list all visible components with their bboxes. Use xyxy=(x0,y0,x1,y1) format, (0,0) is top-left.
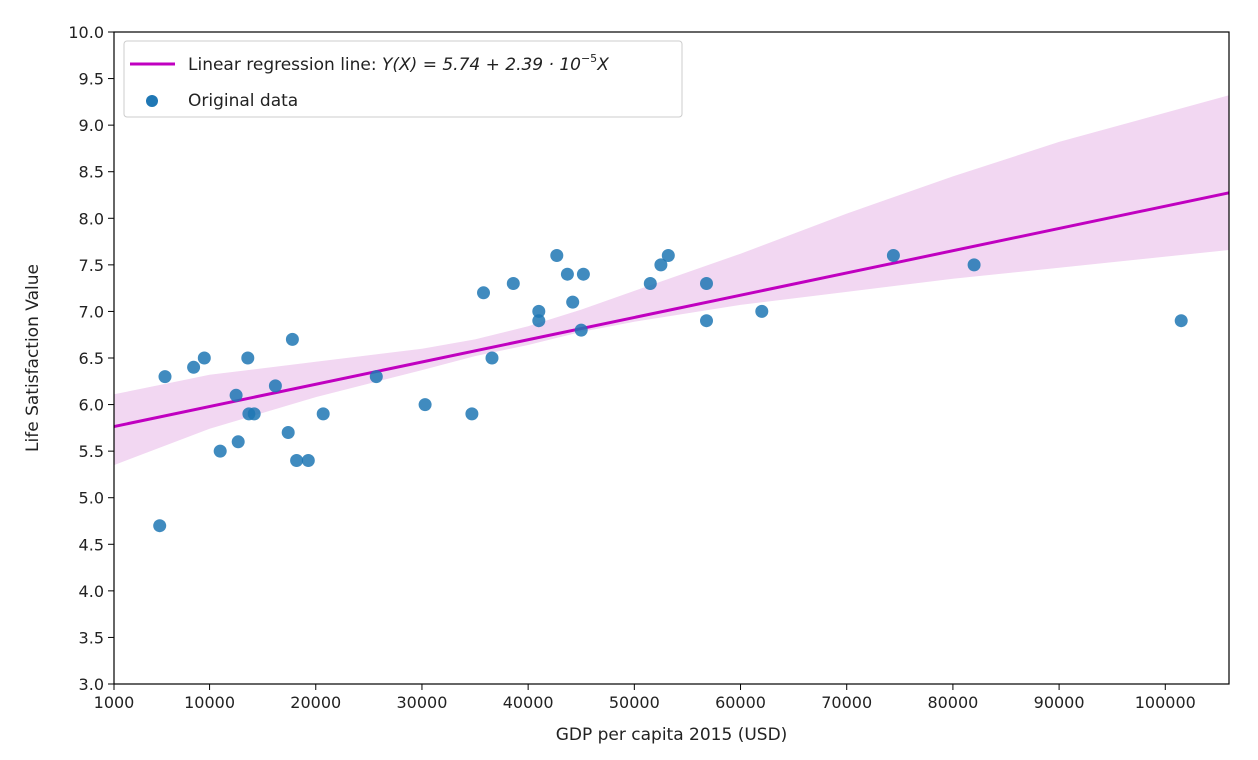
legend-regression-prefix: Linear regression line: xyxy=(188,55,382,75)
scatter-points-layer xyxy=(153,249,1188,533)
x-tick-label: 100000 xyxy=(1135,693,1196,712)
y-tick-label: 3.0 xyxy=(79,675,104,694)
y-axis-label: Life Satisfaction Value xyxy=(23,264,43,452)
regression-line xyxy=(113,191,1230,429)
y-tick-label: 7.0 xyxy=(79,302,104,321)
data-point xyxy=(241,351,255,365)
data-point xyxy=(477,286,490,300)
data-point xyxy=(485,351,499,365)
data-point xyxy=(643,277,657,290)
data-point xyxy=(967,258,981,272)
data-point xyxy=(213,444,227,458)
legend-box xyxy=(123,40,683,118)
data-point xyxy=(301,454,315,467)
data-point xyxy=(153,519,167,533)
data-point xyxy=(369,370,383,384)
legend-regression-exponent: −5 xyxy=(581,52,597,65)
data-point xyxy=(247,407,261,421)
data-point xyxy=(197,351,211,365)
data-point xyxy=(268,379,282,393)
y-tick-label: 4.0 xyxy=(79,582,104,601)
x-tick-label: 20000 xyxy=(290,693,341,712)
data-point xyxy=(281,426,295,439)
y-tick-label: 7.5 xyxy=(79,256,104,275)
data-point xyxy=(700,277,713,290)
legend-regression-formula: Y(X) = 5.74 + 2.39 · 10 xyxy=(382,55,581,75)
data-point xyxy=(532,304,546,318)
x-axis-label: GDP per capita 2015 (USD) xyxy=(556,725,788,745)
data-point xyxy=(187,360,201,374)
legend-regression-tail: X xyxy=(596,55,609,75)
y-tick-label: 9.5 xyxy=(79,70,104,89)
x-tick-label: 30000 xyxy=(396,693,447,712)
x-tick-label: 50000 xyxy=(609,693,660,712)
x-tick-label: 70000 xyxy=(821,693,872,712)
data-point xyxy=(755,304,769,318)
data-point xyxy=(1174,314,1188,328)
legend: Linear regression line: Y(X) = 5.74 + 2.… xyxy=(123,40,683,118)
x-tick-label: 40000 xyxy=(503,693,554,712)
legend-entry-original-data: Original data xyxy=(188,91,298,111)
regression-line-layer xyxy=(113,191,1230,429)
confidence-band-layer xyxy=(114,95,1229,466)
data-point xyxy=(566,295,580,309)
y-tick-label: 8.0 xyxy=(79,209,104,228)
y-tick-label: 3.5 xyxy=(79,628,104,647)
y-tick-label: 6.5 xyxy=(79,349,104,368)
x-tick-label: 90000 xyxy=(1034,693,1085,712)
data-point xyxy=(661,249,675,262)
data-point xyxy=(532,314,546,328)
data-point xyxy=(550,249,564,262)
data-point xyxy=(418,398,432,412)
x-tick-label: 80000 xyxy=(927,693,978,712)
data-point xyxy=(506,277,520,290)
plot-frame xyxy=(113,31,1230,685)
data-point xyxy=(574,323,588,337)
y-axis-ticks: 3.0 3.5 4.0 4.5 5.0 5.5 6.0 6.5 7.0 7.5 8.0 8.5 9.0 9… xyxy=(68,23,114,694)
data-point xyxy=(576,267,590,281)
y-tick-label: 8.5 xyxy=(79,163,104,182)
y-tick-label: 10.0 xyxy=(68,23,104,42)
data-point xyxy=(158,370,172,384)
data-point xyxy=(229,388,243,402)
confidence-band xyxy=(114,95,1229,466)
legend-dot-swatch xyxy=(146,95,158,107)
y-tick-label: 4.5 xyxy=(79,535,104,554)
data-point xyxy=(700,314,713,328)
x-tick-label: 10000 xyxy=(184,693,235,712)
data-point xyxy=(560,267,574,281)
y-tick-label: 5.0 xyxy=(79,489,104,508)
x-tick-label: 60000 xyxy=(715,693,766,712)
data-point xyxy=(285,332,299,346)
data-point xyxy=(290,454,304,467)
data-point xyxy=(465,407,479,421)
y-tick-label: 6.0 xyxy=(79,396,104,415)
y-tick-label: 9.0 xyxy=(79,116,104,135)
x-axis-ticks: 1000 10000 20000 30000 40000 50000 60000 70000 8… xyxy=(94,684,1196,712)
data-point xyxy=(316,407,330,421)
y-tick-label: 5.5 xyxy=(79,442,104,461)
legend-entry-regression: Linear regression line: Y(X) = 5.74 + 2.… xyxy=(188,52,609,75)
data-point xyxy=(886,249,900,262)
data-point xyxy=(654,258,668,272)
data-point xyxy=(231,435,245,449)
x-tick-label: 1000 xyxy=(94,693,135,712)
